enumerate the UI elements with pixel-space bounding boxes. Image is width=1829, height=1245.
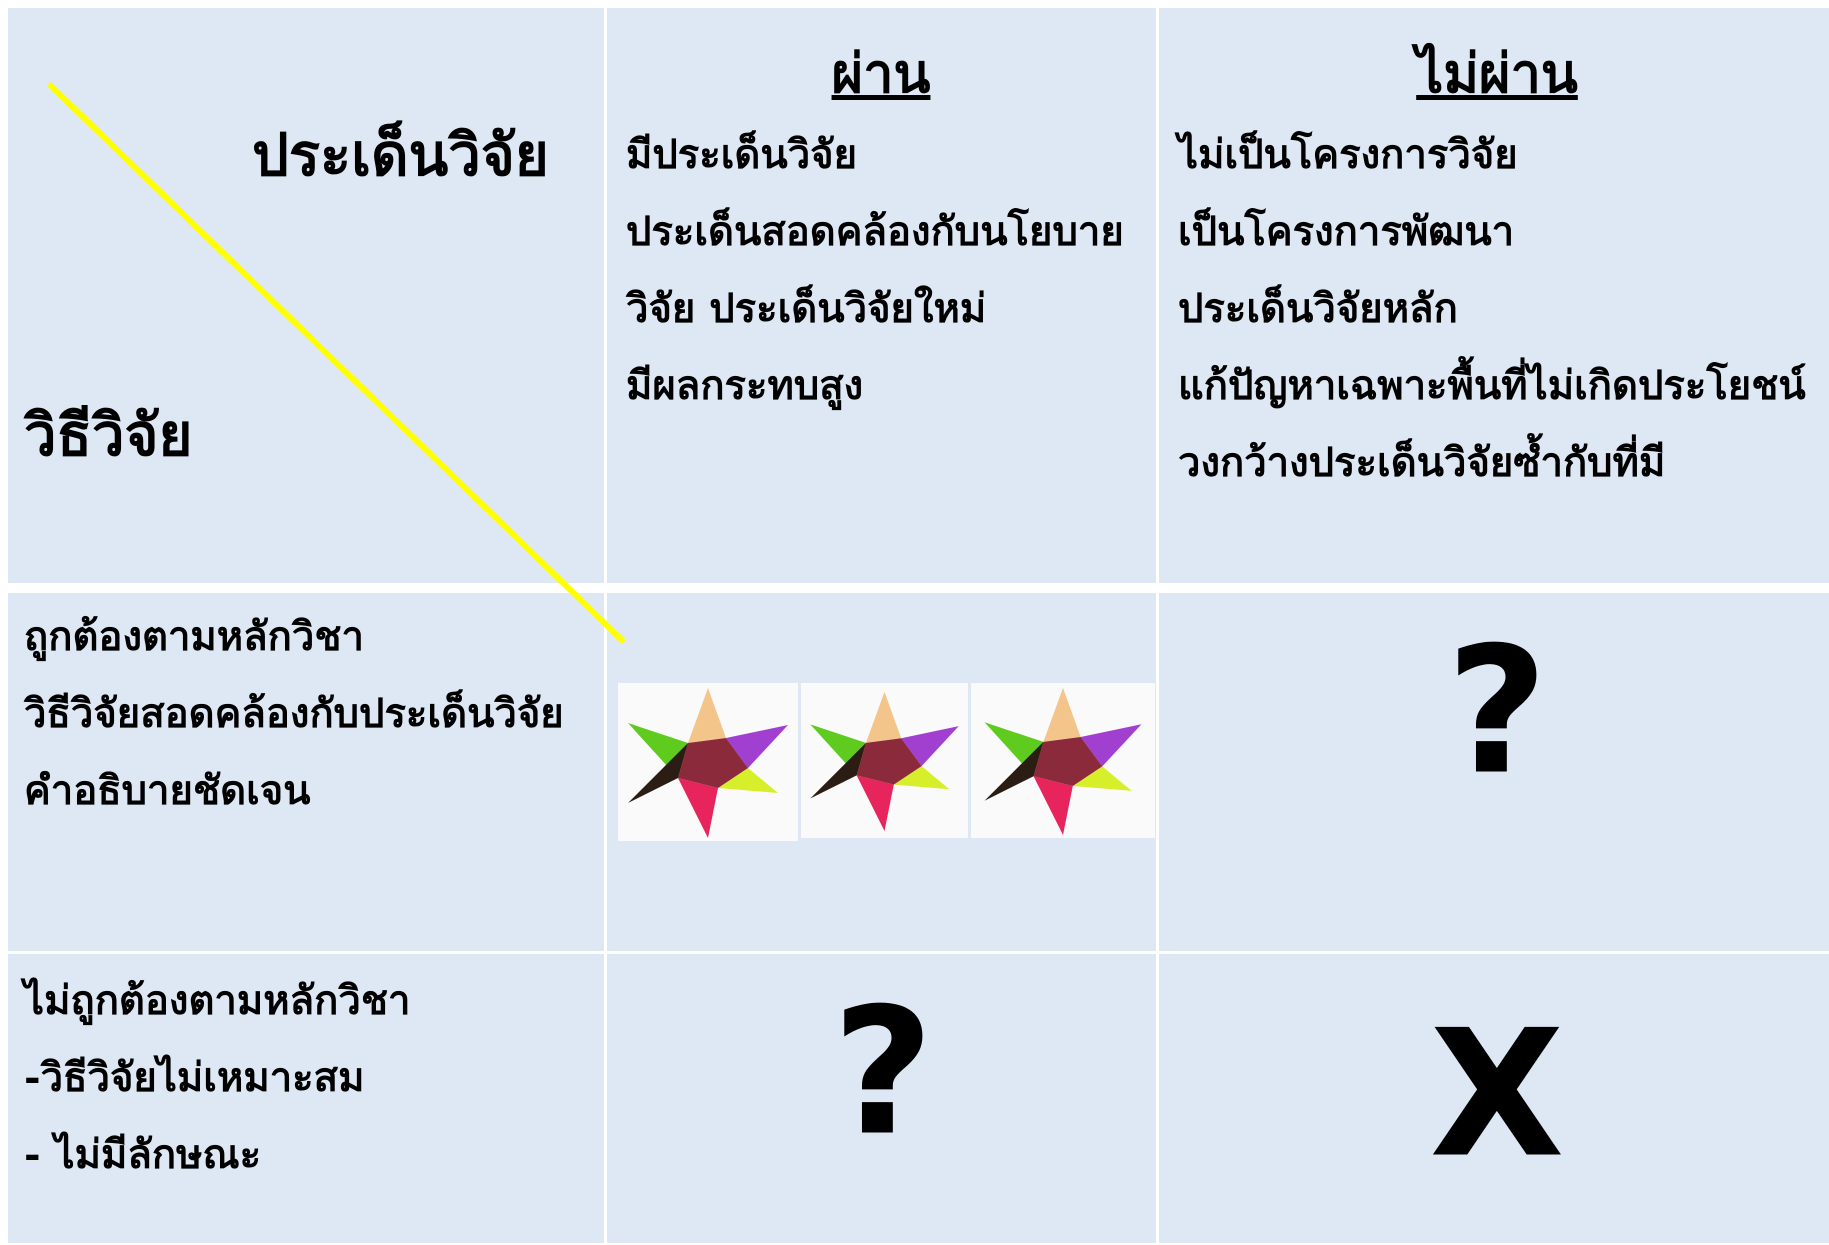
item-text: ประเด็นสอดคล้องกับนโยบาย [626,208,1124,255]
cell-symbol: ? [832,971,934,1175]
item-text: ประเด็นวิจัยหลัก [1178,285,1458,332]
column-items: มีประเด็นวิจัยประเด็นสอดคล้องกับนโยบายวิ… [626,116,1124,424]
item-text: -วิธีวิจัยไม่เหมาะสม [24,1054,365,1101]
cell [607,954,1156,1243]
row-items: ถูกต้องตามหลักวิชาวิธีวิจัยสอดคล้องกับปร… [24,598,564,829]
row-items: ไม่ถูกต้องตามหลักวิชา -วิธีวิจัยไม่เหมาะส… [24,962,410,1193]
cell [607,8,1156,583]
corner-top: ประเด็นวิจัย [252,121,549,189]
column-items: ไม่เป็นโครงการวิจัยเป็นโครงการพัฒนาประเด… [1178,116,1806,501]
item-text: ไม่ถูกต้องตามหลักวิชา [24,977,411,1024]
item-text: วิธีวิจัยสอดคล้องกับประเด็นวิจัย [24,690,564,737]
star-image [801,683,968,838]
item-text: มีประเด็นวิจัย [626,131,858,178]
corner-bottom: วิธีวิจัย [24,401,193,469]
item-text: ไม่เป็นโครงการวิจัย [1178,131,1518,178]
cell [8,8,604,583]
column-title: ไม่ผ่าน [1416,41,1578,105]
item-text: วิจัย ประเด็นวิจัยใหม่ [626,285,987,332]
star-image [618,683,798,841]
cell-symbol: X [1429,993,1565,1197]
item-text: คำอธิบายชัดเจน [24,767,311,814]
cell [8,954,604,1243]
item-text: เป็นโครงการพัฒนา [1178,208,1515,255]
item-text: ถูกต้องตามหลักวิชา [24,613,364,660]
item-text: มีผลกระทบสูง [626,362,864,409]
item-text: วงกว้างประเด็นวิจัยซ้ำกับที่มี [1178,439,1666,486]
cell [1159,954,1829,1243]
column-title: ผ่าน [831,41,931,105]
cell-symbol: ? [1446,610,1548,814]
item-text: แก้ปัญหาเฉพาะพื้นที่ไม่เกิดประโยชน์ [1178,362,1806,409]
cell [1159,593,1829,951]
star-image [971,683,1155,838]
item-text: - ไม่มีลักษณะ [24,1131,262,1178]
cell [1159,8,1829,583]
cell [8,593,604,951]
